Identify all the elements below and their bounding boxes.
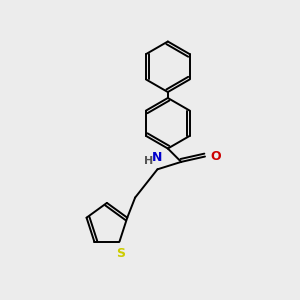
Text: H: H: [145, 156, 154, 166]
Text: N: N: [152, 151, 163, 164]
Text: O: O: [210, 150, 221, 163]
Text: S: S: [116, 247, 125, 260]
